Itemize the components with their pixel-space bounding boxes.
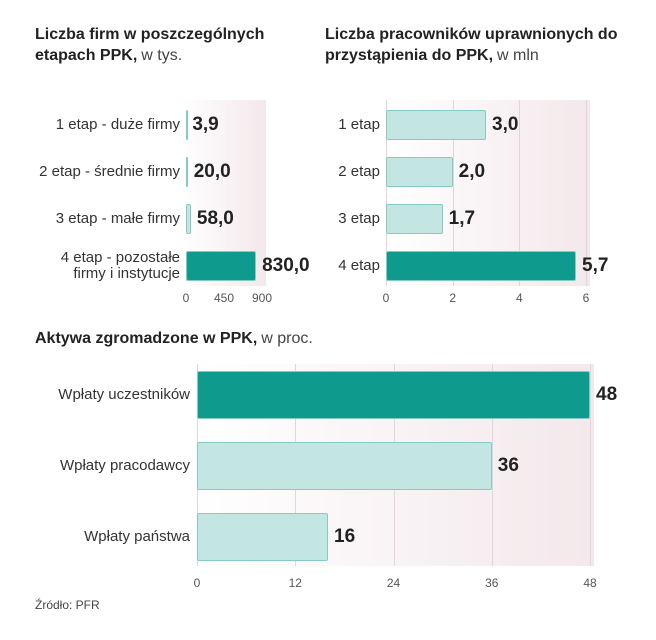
value-label: 3,9: [192, 114, 219, 135]
title-unit: w mln: [497, 47, 539, 64]
x-tick-label: 24: [386, 576, 401, 590]
value-label: 830,0: [262, 255, 310, 276]
x-tick-label: 0: [182, 291, 190, 305]
category-label: 2 etap - średnie firmy: [39, 163, 180, 180]
grid-line: [491, 364, 493, 566]
value-label: 1,7: [448, 208, 476, 229]
category-label: 1 etap: [338, 116, 380, 133]
title-text: Liczba firm w poszczególnych etapach PPK…: [35, 26, 265, 64]
category-label: 4 etap: [338, 257, 380, 274]
value-label: 48: [596, 384, 618, 405]
grid-line: [586, 100, 587, 286]
category-label: 3 etap - małe firmy: [55, 210, 180, 227]
x-tick-label: 4: [515, 291, 523, 305]
grid-line: [452, 100, 454, 286]
bar: [186, 157, 188, 187]
value-label: 58,0: [196, 208, 234, 229]
x-tick-label: 36: [485, 576, 499, 590]
category-label: 3 etap: [338, 210, 380, 227]
source: Źródło: PFR: [35, 598, 100, 612]
bar: [186, 110, 188, 140]
bar: [386, 204, 443, 234]
grid-line: [386, 100, 387, 286]
chart-title: Liczba firm w poszczególnych etapach PPK…: [35, 24, 290, 66]
value-label: 36: [497, 455, 519, 476]
x-tick-label: 12: [288, 576, 302, 590]
x-tick-label: 450: [213, 291, 235, 305]
bar: [197, 442, 492, 490]
category-label: 1 etap - duże firmy: [55, 116, 180, 133]
x-tick-label: 2: [449, 291, 456, 305]
category-label: 2 etap: [338, 163, 380, 180]
title-text: Aktywa zgromadzone w PPK,: [35, 330, 258, 347]
grid-line: [590, 364, 591, 566]
value-label: 5,7: [582, 255, 609, 276]
bar: [386, 157, 453, 187]
x-tick-label: 900: [251, 291, 273, 305]
x-tick-label: 0: [382, 291, 390, 305]
x-tick-label: 48: [583, 576, 597, 590]
chart-title: Liczba pracowników uprawnionych do przys…: [325, 24, 625, 66]
bar: [386, 251, 576, 281]
category-label: Wpłaty uczestników: [58, 386, 190, 403]
value-label: 16: [334, 526, 356, 547]
title-text: Liczba pracowników uprawnionych do przys…: [325, 26, 618, 64]
bar: [186, 204, 191, 234]
chart-title: Aktywa zgromadzone w PPK, w proc.: [35, 328, 635, 349]
title-unit: w tys.: [141, 47, 183, 64]
bar: [386, 110, 486, 140]
category-label: Wpłaty państwa: [84, 528, 190, 545]
title-unit: w proc.: [261, 330, 313, 347]
grid-line: [519, 100, 521, 286]
x-tick-label: 6: [582, 291, 590, 305]
bar: [197, 513, 328, 561]
x-tick-label: 0: [193, 576, 201, 590]
category-label: 4 etap - pozostałe firmy i instytucje: [60, 249, 180, 282]
bar: [186, 251, 257, 281]
value-label: 20,0: [193, 161, 231, 182]
value-label: 2,0: [458, 161, 486, 182]
value-label: 3,0: [492, 114, 519, 135]
category-label: Wpłaty pracodawcy: [59, 457, 190, 474]
bar: [197, 371, 590, 419]
